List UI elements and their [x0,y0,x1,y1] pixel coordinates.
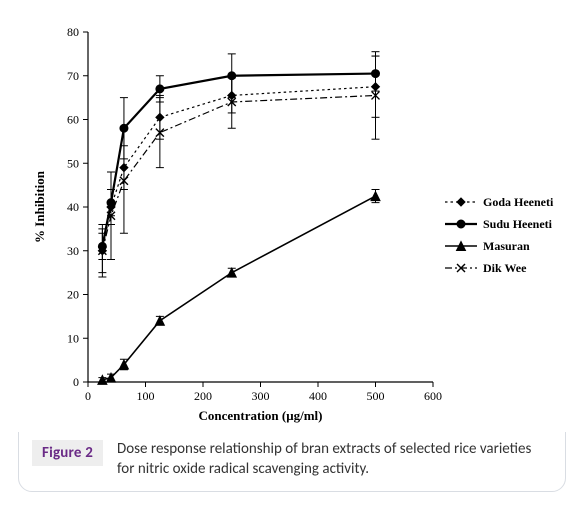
svg-text:Masuran: Masuran [483,239,530,253]
svg-text:Goda Heeneti: Goda Heeneti [483,195,554,209]
svg-text:0: 0 [73,375,79,389]
svg-text:60: 60 [67,113,79,127]
svg-text:Dik Wee: Dik Wee [483,261,527,275]
svg-text:% Inhibition: % Inhibition [32,170,47,243]
svg-text:600: 600 [424,389,442,403]
svg-text:500: 500 [367,389,385,403]
svg-text:40: 40 [67,200,79,214]
svg-text:70: 70 [67,69,79,83]
svg-text:0: 0 [85,389,91,403]
dose-response-chart: 0 10 20 30 40 50 60 70 80 0 100 200 300 400 500 600 Conc… [18,12,566,432]
svg-text:50: 50 [67,156,79,170]
svg-text:10: 10 [67,331,79,345]
figure-caption: Dose response relationship of bran extra… [103,440,552,479]
svg-text:400: 400 [309,389,327,403]
svg-text:80: 80 [67,25,79,39]
svg-text:300: 300 [252,389,270,403]
svg-text:Concentration (μg/ml): Concentration (μg/ml) [199,408,323,423]
svg-text:200: 200 [194,389,212,403]
svg-text:20: 20 [67,288,79,302]
svg-text:100: 100 [137,389,155,403]
figure-badge: Figure 2 [32,440,103,466]
svg-text:30: 30 [67,244,79,258]
figure-frame: 0 10 20 30 40 50 60 70 80 0 100 200 300 400 500 600 Conc… [0,0,584,507]
svg-text:Sudu Heeneti: Sudu Heeneti [483,217,553,231]
figure-caption-row: Figure 2 Dose response relationship of b… [18,436,566,492]
